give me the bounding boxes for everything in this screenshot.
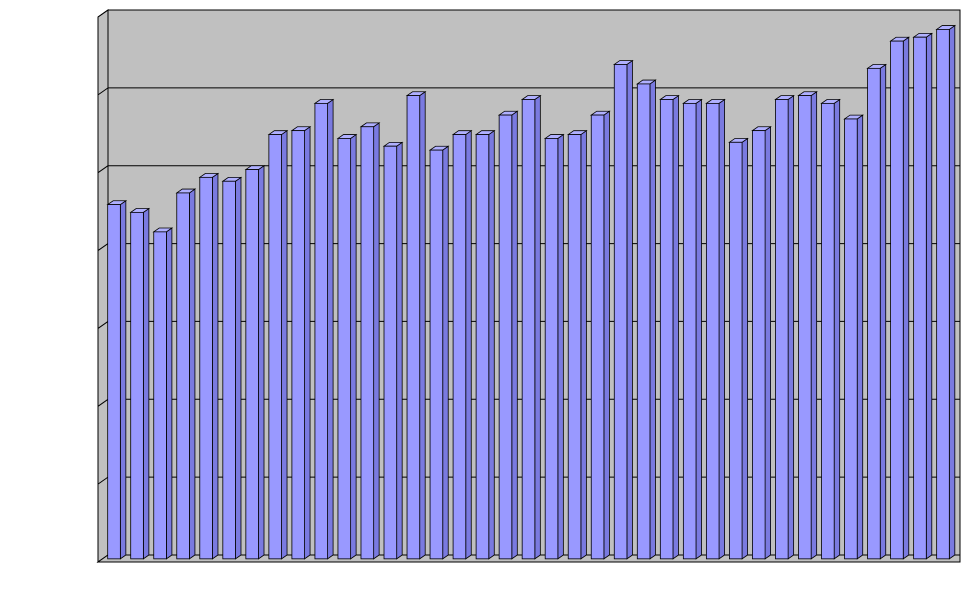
bar <box>108 201 126 559</box>
bar <box>131 209 149 559</box>
bar <box>246 166 264 559</box>
bar <box>614 61 632 559</box>
bar <box>937 26 955 559</box>
bar <box>177 189 195 559</box>
chart-side-wall <box>98 10 108 562</box>
bar <box>200 174 218 559</box>
bar <box>384 142 402 558</box>
bar <box>315 100 333 559</box>
bar <box>914 33 932 558</box>
bar <box>568 131 586 559</box>
bar-chart-3d <box>0 0 972 592</box>
bar <box>798 92 816 559</box>
bar <box>868 65 886 559</box>
bar <box>154 228 172 559</box>
bar <box>545 135 563 559</box>
bar <box>706 100 724 559</box>
bar <box>430 146 448 559</box>
bar <box>637 80 655 559</box>
bar <box>591 111 609 559</box>
bar <box>223 177 241 558</box>
bar <box>891 37 909 559</box>
bar <box>453 131 471 559</box>
bar <box>683 100 701 559</box>
bar <box>775 96 793 559</box>
bar <box>407 92 425 559</box>
bar <box>476 131 494 559</box>
bar <box>752 127 770 559</box>
bar <box>522 96 540 559</box>
bar <box>338 135 356 559</box>
bar <box>499 111 517 559</box>
bar <box>729 138 747 558</box>
bar <box>845 115 863 559</box>
bar <box>660 96 678 559</box>
bar <box>822 100 840 559</box>
bar <box>361 123 379 559</box>
bar <box>292 127 310 559</box>
bar <box>269 131 287 559</box>
